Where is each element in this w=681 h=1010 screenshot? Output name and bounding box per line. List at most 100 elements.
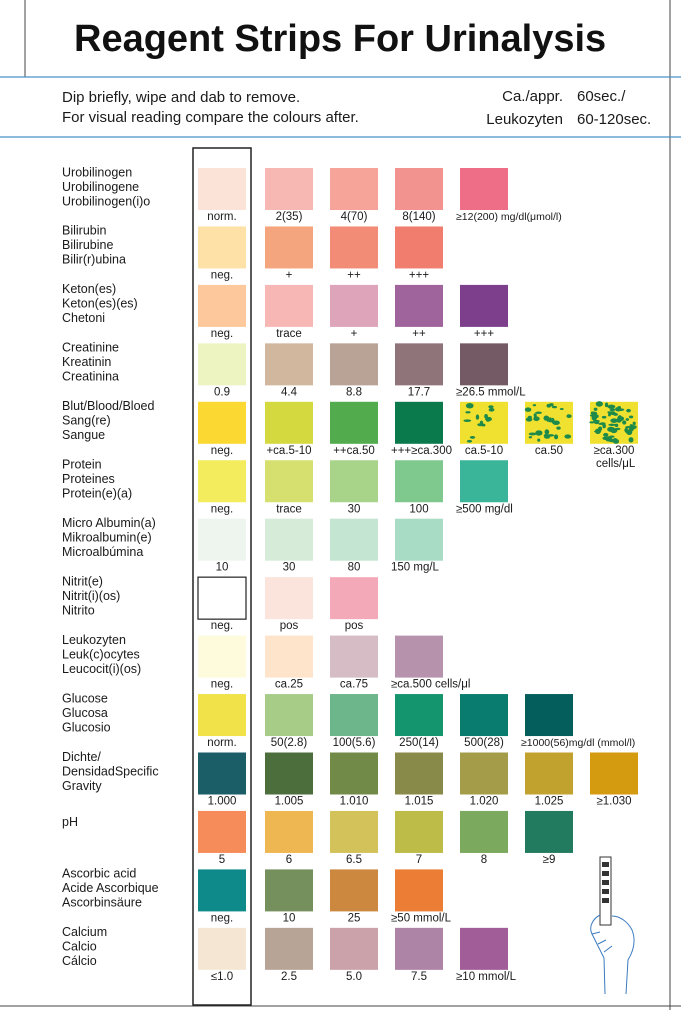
color-swatch bbox=[265, 869, 313, 912]
speckle bbox=[533, 413, 537, 418]
speckle bbox=[566, 414, 572, 419]
swatch-label: ≥1000(56)mg/dl (mmol/l) bbox=[521, 737, 635, 749]
swatch-label: +++ bbox=[474, 328, 494, 340]
speckle bbox=[535, 430, 543, 436]
swatch-label: 1.000 bbox=[208, 796, 237, 808]
speckle bbox=[601, 415, 607, 419]
speckle bbox=[543, 415, 550, 421]
color-swatch bbox=[460, 168, 508, 210]
color-swatch bbox=[525, 810, 573, 853]
swatch-label: 1.020 bbox=[470, 796, 499, 808]
parameter-name: Urobilinogene bbox=[62, 180, 139, 194]
parameter-name: Nitrit(e) bbox=[62, 574, 103, 588]
parameter-name: Gravity bbox=[62, 779, 102, 793]
swatch-label: neg. bbox=[211, 328, 233, 340]
speckle bbox=[624, 427, 629, 433]
speckle bbox=[594, 428, 601, 435]
color-swatch bbox=[265, 284, 313, 327]
swatch-label: 30 bbox=[348, 503, 361, 515]
swatch-label: + bbox=[286, 269, 293, 281]
swatch-label: norm. bbox=[207, 737, 236, 749]
parameter-name: Urobilinogen(i)o bbox=[62, 194, 150, 208]
speckle bbox=[524, 407, 532, 412]
speckle bbox=[628, 437, 634, 443]
color-swatch bbox=[265, 401, 313, 444]
color-swatch bbox=[330, 343, 378, 386]
speckle-pattern bbox=[463, 402, 495, 443]
swatch-label: 6 bbox=[286, 854, 292, 866]
color-swatch bbox=[330, 577, 378, 620]
swatch-label: 0.9 bbox=[214, 386, 230, 398]
speckle bbox=[564, 434, 572, 439]
color-swatch bbox=[198, 927, 246, 970]
color-swatch bbox=[198, 694, 246, 737]
speckle bbox=[544, 429, 550, 435]
swatch-label: 100(5.6) bbox=[333, 737, 376, 749]
timing-value: 60-120sec. bbox=[577, 111, 651, 128]
speckle bbox=[599, 422, 606, 426]
parameter-name: Mikroalbumin(e) bbox=[62, 530, 152, 544]
speckle bbox=[591, 411, 598, 416]
color-swatch bbox=[460, 927, 508, 970]
swatch-label: ca.75 bbox=[340, 679, 368, 691]
speckle bbox=[609, 435, 615, 438]
speckle bbox=[595, 414, 599, 419]
swatch-label: 7 bbox=[416, 854, 422, 866]
color-swatch bbox=[395, 401, 443, 444]
color-swatch bbox=[395, 168, 443, 210]
swatch-unit: cells/μL bbox=[596, 458, 636, 470]
swatch-label: 7.5 bbox=[411, 971, 427, 983]
speckle bbox=[535, 411, 542, 415]
swatch-label: ca.25 bbox=[275, 679, 303, 691]
parameter-name: Glucosa bbox=[62, 706, 108, 720]
swatch-label: 8(140) bbox=[402, 211, 435, 223]
color-swatch bbox=[395, 869, 443, 912]
speckle bbox=[624, 426, 631, 429]
speckle bbox=[615, 406, 622, 412]
parameter-name: Leukozyten bbox=[62, 633, 126, 647]
swatch-label: +++≥ca.300 bbox=[391, 445, 452, 457]
color-swatch bbox=[395, 752, 443, 795]
parameter-name: Creatinina bbox=[62, 370, 119, 384]
speckle bbox=[615, 427, 621, 431]
speckle-pattern bbox=[589, 401, 637, 444]
swatch-label: 4(70) bbox=[341, 211, 368, 223]
color-swatch bbox=[265, 518, 313, 561]
parameter-name: Keton(es)(es) bbox=[62, 297, 138, 311]
swatch-label: ≥50 mmol/L bbox=[391, 912, 452, 924]
parameter-name: Kreatinin bbox=[62, 355, 111, 369]
swatch-label: 25 bbox=[348, 912, 361, 924]
parameter-name: Microalbúmina bbox=[62, 545, 143, 559]
swatch-label: 100 bbox=[409, 503, 428, 515]
parameter-name: Acide Ascorbique bbox=[62, 881, 159, 895]
speckle bbox=[603, 432, 609, 437]
color-swatch bbox=[265, 168, 313, 210]
swatch-label: 5.0 bbox=[346, 971, 362, 983]
color-swatch bbox=[265, 226, 313, 269]
instruction: Dip briefly, wipe and dab to remove. bbox=[62, 89, 300, 106]
swatch-label: +ca.5-10 bbox=[266, 445, 311, 457]
speckle bbox=[553, 434, 559, 440]
color-swatch bbox=[330, 168, 378, 210]
speckle bbox=[551, 405, 557, 409]
swatch-label: 6.5 bbox=[346, 854, 362, 866]
color-swatch bbox=[198, 810, 246, 853]
swatch-label: ≥1.030 bbox=[596, 796, 631, 808]
swatch-label: ≥10 mmol/L bbox=[456, 971, 517, 983]
color-swatch bbox=[330, 460, 378, 503]
parameter-name: Ascorbinsäure bbox=[62, 896, 142, 910]
parameter-name: Sang(re) bbox=[62, 414, 111, 428]
swatch-label: neg. bbox=[211, 679, 233, 691]
parameter-name: Calcium bbox=[62, 925, 107, 939]
speckle bbox=[488, 405, 494, 409]
swatch-label: neg. bbox=[211, 503, 233, 515]
color-swatch bbox=[330, 284, 378, 327]
color-swatch bbox=[330, 518, 378, 561]
color-swatch bbox=[525, 694, 573, 737]
swatch-label: 500(28) bbox=[464, 737, 504, 749]
color-swatch bbox=[395, 518, 443, 561]
swatch-label: 80 bbox=[348, 562, 361, 574]
parameter-name: Keton(es) bbox=[62, 282, 116, 296]
color-swatch bbox=[197, 576, 247, 620]
swatch-label: 10 bbox=[216, 562, 229, 574]
